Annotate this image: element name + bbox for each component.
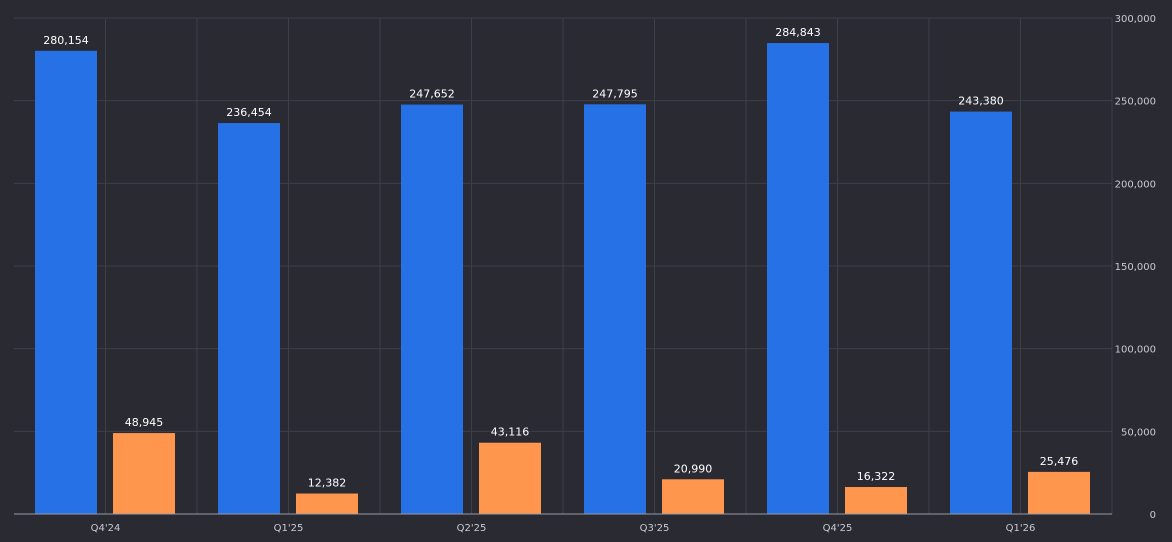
bar-series1-2 — [218, 123, 280, 515]
y-tick-label: 200,000 — [1115, 179, 1156, 190]
data-label: 243,380 — [958, 95, 1004, 108]
grid-lines — [14, 17, 1113, 514]
data-label: 247,795 — [592, 87, 638, 100]
data-label: 247,652 — [409, 88, 455, 101]
y-axis-ticks: 0 50,000 100,000 150,000 200,000 250,000 300,0… — [1115, 14, 1156, 521]
data-label: 236,454 — [226, 106, 272, 119]
bar-series1-6 — [950, 111, 1012, 515]
data-label: 20,990 — [674, 462, 713, 475]
y-tick-label: 50,000 — [1121, 427, 1156, 438]
x-tick-label: Q4'25 — [823, 523, 853, 534]
bar-series2-5 — [845, 487, 907, 514]
bar-series1-1 — [35, 50, 97, 515]
bar-series2-4 — [662, 479, 724, 514]
data-label: 48,945 — [125, 416, 164, 429]
bar-series2-1 — [113, 433, 175, 514]
bar-series1-3 — [401, 104, 463, 514]
x-tick-label: Q1'25 — [274, 523, 304, 534]
y-tick-label: 300,000 — [1115, 14, 1156, 25]
y-tick-label: 0 — [1150, 510, 1156, 521]
x-tick-label: Q2'25 — [457, 523, 487, 534]
data-label: 284,843 — [775, 26, 821, 39]
x-tick-label: Q1'26 — [1006, 523, 1036, 534]
data-label: 280,154 — [43, 34, 89, 47]
data-label: 25,476 — [1040, 455, 1079, 468]
data-label: 16,322 — [857, 470, 896, 483]
y-tick-label: 250,000 — [1115, 97, 1156, 108]
bar-series1-4 — [584, 104, 646, 515]
data-label: 12,382 — [308, 477, 347, 490]
x-tick-label: Q4'24 — [91, 523, 121, 534]
y-tick-label: 100,000 — [1115, 345, 1156, 356]
bar-series2-3 — [479, 442, 541, 514]
data-label: 43,116 — [491, 426, 530, 439]
y-tick-label: 150,000 — [1115, 262, 1156, 273]
data-labels: 280,154 236,454 247,652 247,795 284,843 243,3… — [43, 26, 1078, 489]
bars — [35, 43, 1090, 515]
bar-series1-5 — [767, 43, 829, 515]
x-axis-ticks: Q4'24 Q1'25 Q2'25 Q3'25 Q4'25 Q1'26 — [91, 523, 1036, 534]
bar-series2-6 — [1028, 471, 1090, 514]
x-tick-label: Q3'25 — [640, 523, 670, 534]
bar-series2-2 — [296, 493, 358, 514]
